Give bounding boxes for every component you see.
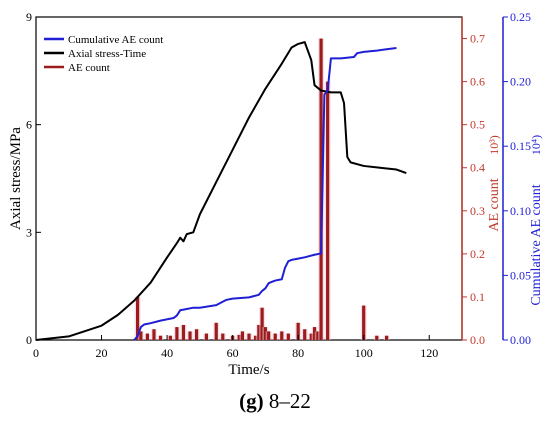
ae-count-bar-32 — [362, 305, 366, 340]
ae-count-bar-8 — [188, 331, 192, 340]
caption-label: (g) — [239, 389, 264, 413]
cumulative-tick-label-4: 0.20 — [510, 75, 531, 89]
ae-count-bar-9 — [194, 329, 199, 340]
x-tick-label-2: 40 — [161, 346, 173, 360]
ae-count-bar-19 — [260, 307, 264, 340]
ae-count-bar-16 — [247, 333, 251, 340]
ae-count-bar-14 — [237, 334, 241, 340]
ae-count-bar-20 — [263, 327, 267, 340]
ae-count-bar-7 — [181, 324, 186, 340]
series-line-axial-stress — [35, 41, 407, 341]
ae-count-tick-label-3: 0.3 — [470, 204, 485, 218]
cumulative-tick-label-2: 0.10 — [510, 204, 531, 218]
ae-count-bar-15 — [240, 331, 245, 340]
ae-count-tick-label-4: 0.4 — [470, 161, 485, 175]
stress-tick-label-0: 0 — [26, 333, 32, 347]
stress-tick-label-3: 9 — [26, 10, 32, 24]
figure-caption: (g) 8–22 — [0, 389, 550, 414]
cumulative-axis-unit: 10⁴) — [529, 135, 543, 155]
ae-count-bar-18 — [257, 324, 261, 340]
ae-count-bar-22 — [273, 333, 277, 340]
ae-count-bar-27 — [309, 333, 313, 340]
legend-label-2: AE count — [68, 62, 110, 74]
x-tick-label-4: 80 — [292, 346, 304, 360]
ae-count-bar-4 — [158, 335, 163, 340]
ae-count-bar-29 — [316, 331, 320, 340]
x-tick-label-6: 120 — [420, 346, 438, 360]
ae-count-bar-6 — [175, 327, 179, 340]
cumulative-tick-label-1: 0.05 — [510, 268, 531, 282]
ae-count-tick-label-7: 0.7 — [470, 32, 485, 46]
cumulative-tick-label-5: 0.25 — [510, 10, 531, 24]
ae-count-bar-0 — [135, 296, 140, 340]
ae-count-bar-30 — [319, 38, 323, 341]
legend-label-1: Axial stress-Time — [68, 48, 146, 60]
ae-count-bar-12 — [221, 333, 225, 340]
ae-count-bar-3 — [152, 329, 156, 340]
x-tick-label-5: 100 — [355, 346, 373, 360]
cumulative-tick-label-0: 0.00 — [510, 333, 531, 347]
ae-count-bar-23 — [280, 331, 284, 340]
x-tick-label-0: 0 — [33, 346, 39, 360]
ae-count-bar-11 — [214, 322, 218, 340]
ae-count-bar-34 — [385, 335, 389, 340]
ae-count-bar-33 — [375, 335, 379, 340]
stress-tick-label-2: 6 — [26, 118, 32, 132]
ae-count-axis-unit: 10³) — [487, 135, 501, 155]
x-tick-label-1: 20 — [96, 346, 108, 360]
ae-count-bar-25 — [296, 322, 300, 340]
ae-count-bar-26 — [303, 329, 307, 340]
ae-count-tick-label-6: 0.6 — [470, 75, 485, 89]
ae-count-bar-1 — [139, 331, 143, 340]
ae-count-bar-5 — [168, 335, 172, 340]
caption-text: 8–22 — [263, 389, 311, 413]
cumulative-tick-label-3: 0.15 — [510, 139, 531, 153]
ae-count-bar-31 — [326, 81, 330, 340]
ae-count-bar-10 — [204, 333, 208, 340]
x-axis-label: Time/s — [228, 362, 269, 378]
ae-count-tick-label-5: 0.5 — [470, 118, 485, 132]
ae-count-axis-label: AE count — [487, 178, 502, 231]
cumulative-axis-label: Cumulative AE count — [529, 184, 544, 305]
stress-tick-label-1: 3 — [26, 225, 32, 239]
ae-count-bar-17 — [253, 335, 258, 340]
ae-count-bar-28 — [312, 327, 317, 340]
series-line-cumulative-ae — [133, 47, 397, 341]
ae-count-tick-label-1: 0.1 — [470, 290, 485, 304]
stress-axis-label: Axial stress/MPa — [8, 127, 24, 230]
ae-count-tick-label-0: 0.0 — [470, 333, 485, 347]
ae-count-bar-21 — [267, 331, 271, 340]
ae-count-bar-2 — [145, 333, 150, 340]
legend-label-0: Cumulative AE count — [68, 34, 163, 46]
ae-count-bar-24 — [286, 333, 290, 340]
chart: 0 20 40 60 80 100 120 Time/s 0 3 6 9 Axial stress/MP… — [8, 10, 544, 378]
ae-count-tick-label-2: 0.2 — [470, 247, 485, 261]
x-tick-label-3: 60 — [227, 346, 239, 360]
